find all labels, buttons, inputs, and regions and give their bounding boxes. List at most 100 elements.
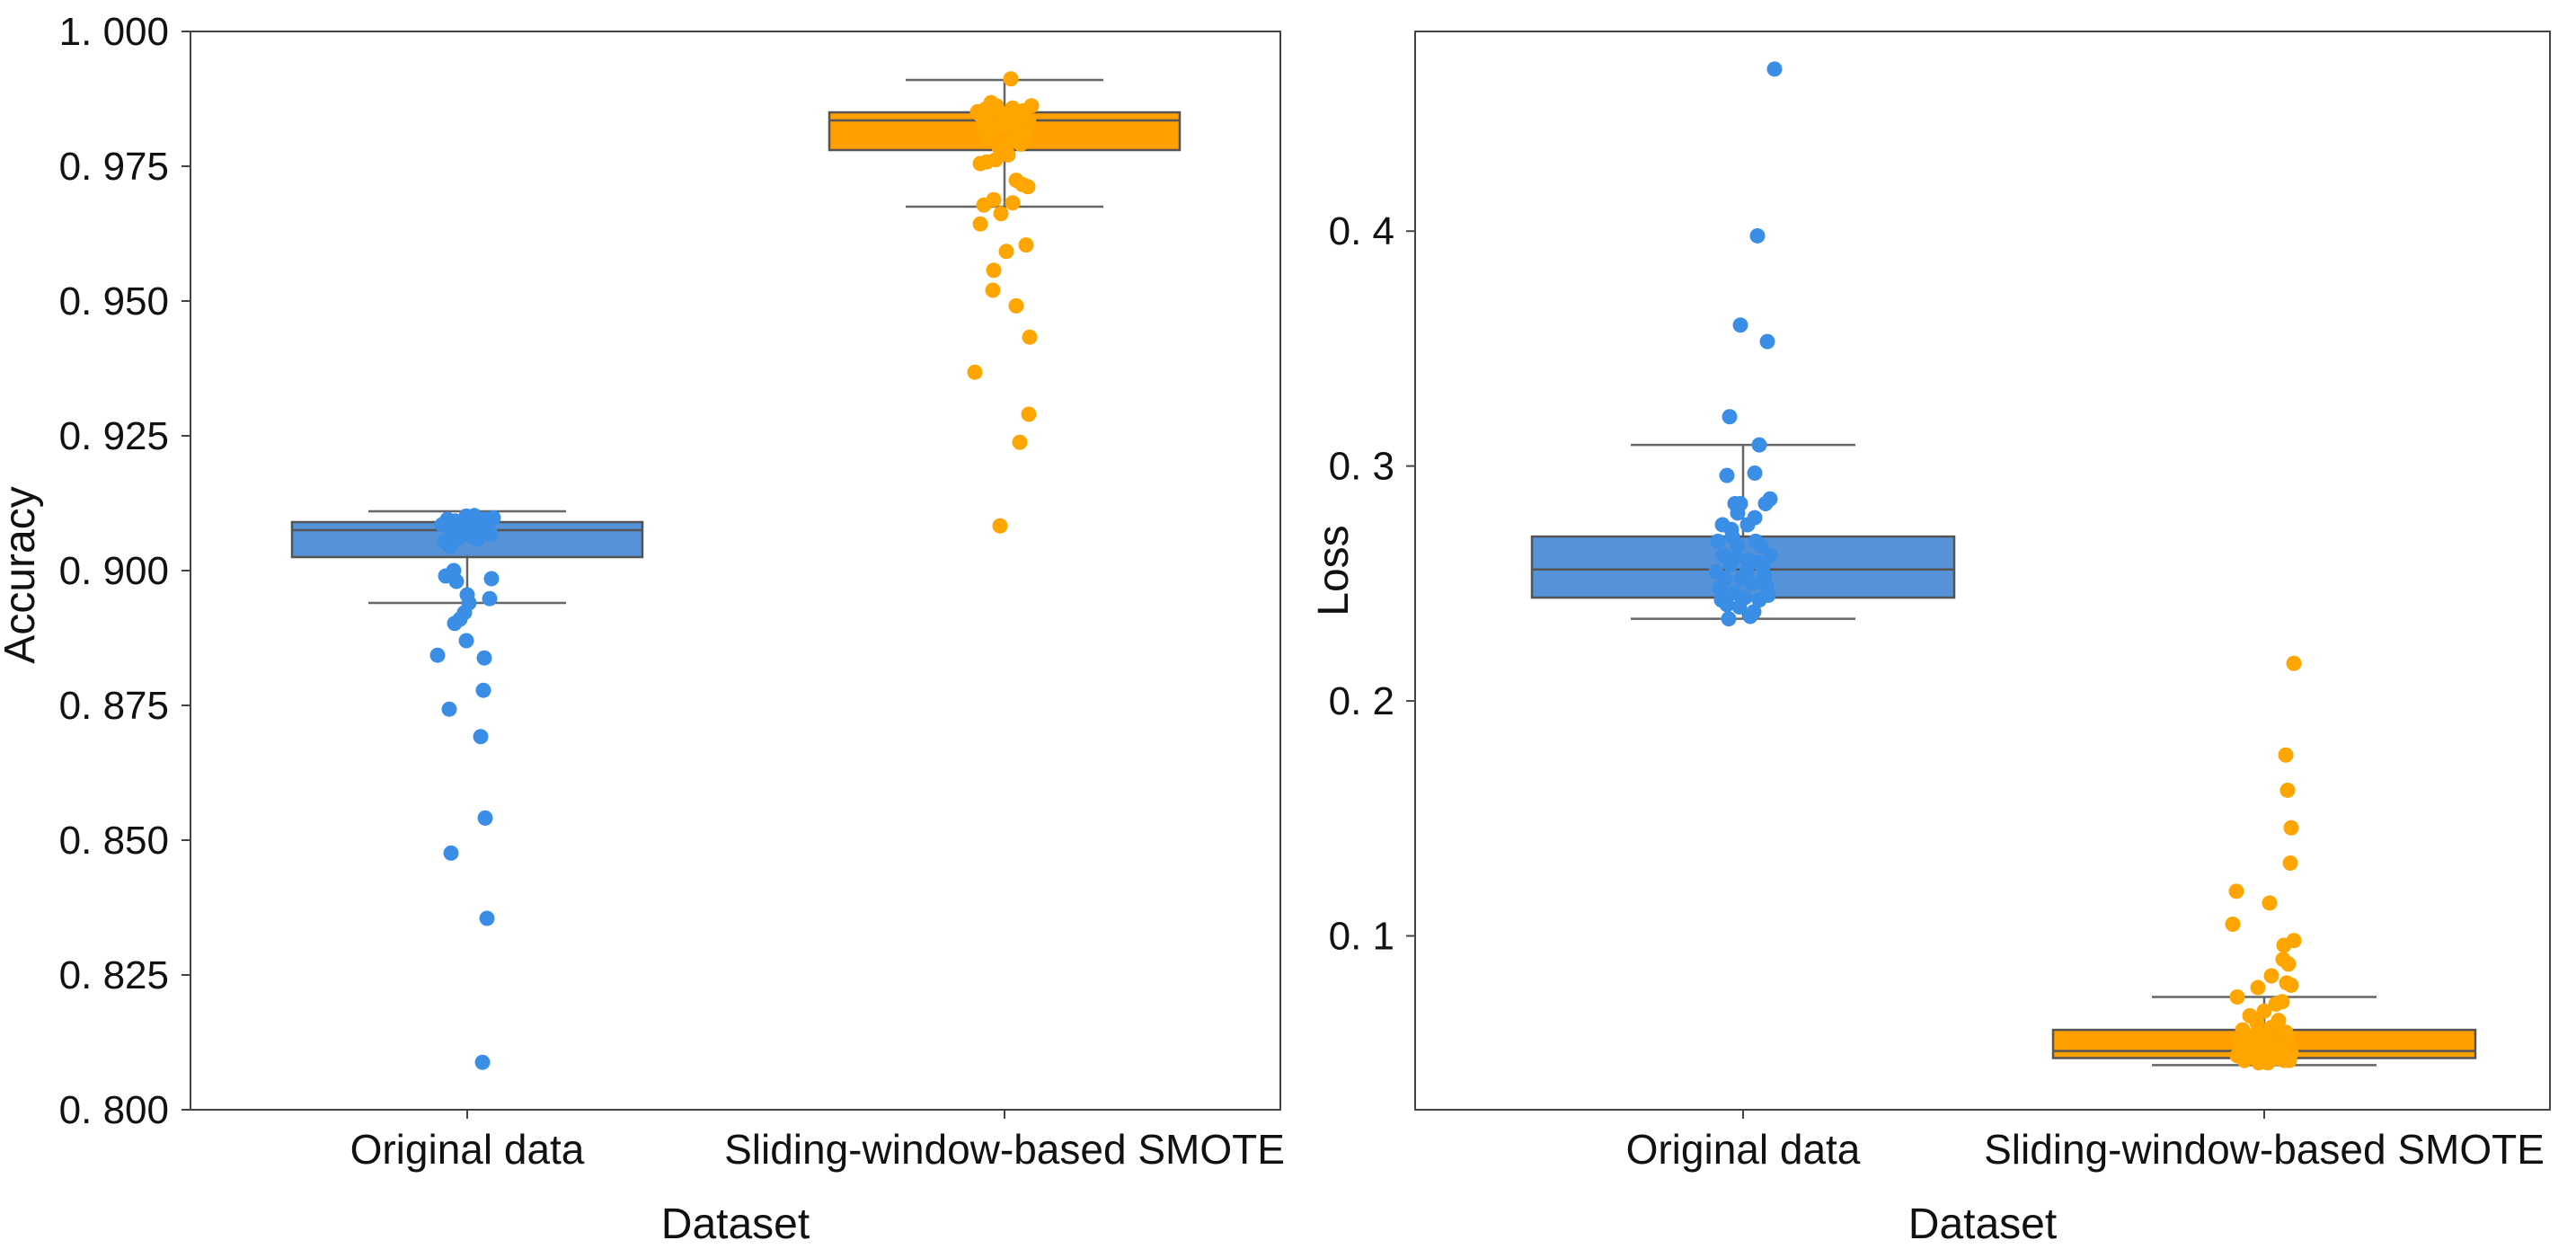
data-point xyxy=(2262,895,2278,911)
data-point xyxy=(1749,554,1766,571)
data-point xyxy=(2275,952,2291,968)
data-point xyxy=(972,216,988,232)
data-point xyxy=(429,647,446,663)
data-point xyxy=(2281,1052,2297,1068)
data-point xyxy=(1022,329,1038,345)
y-tick-label: 0. 3 xyxy=(1329,445,1394,489)
data-point xyxy=(1719,467,1735,483)
data-point xyxy=(1757,569,1773,585)
x-tick-label: Sliding-window-based SMOTE xyxy=(724,1126,1285,1173)
data-point xyxy=(2250,979,2266,996)
data-point xyxy=(2263,968,2279,984)
data-point xyxy=(1023,98,1040,114)
x-axis-title: Dataset xyxy=(1908,1200,2057,1248)
data-point xyxy=(993,206,1009,222)
data-point xyxy=(442,538,458,554)
y-tick-label: 0. 800 xyxy=(59,1088,169,1132)
data-point xyxy=(475,682,491,698)
data-point xyxy=(1732,495,1748,511)
plot-frame xyxy=(190,31,1281,1111)
data-point xyxy=(2253,1026,2269,1042)
y-tick-label: 0. 975 xyxy=(59,145,169,189)
data-point xyxy=(479,910,495,926)
data-point xyxy=(1020,179,1036,195)
data-point xyxy=(2256,1003,2272,1019)
data-point xyxy=(1005,195,1021,211)
data-point xyxy=(482,590,498,607)
y-tick-label: 0. 825 xyxy=(59,953,169,997)
x-axis-title: Dataset xyxy=(661,1200,810,1248)
data-point xyxy=(1749,227,1766,244)
data-point xyxy=(1000,146,1016,163)
data-point xyxy=(1747,509,1763,526)
data-point xyxy=(2279,782,2296,798)
data-point xyxy=(980,130,996,146)
data-point xyxy=(969,103,986,120)
data-point xyxy=(967,364,983,380)
data-point xyxy=(2278,747,2294,763)
data-point xyxy=(480,521,496,537)
data-point xyxy=(1759,333,1775,350)
data-point xyxy=(1742,608,1758,625)
y-axis-title: Loss xyxy=(1310,525,1358,616)
y-tick-label: 0. 4 xyxy=(1329,209,1394,253)
data-point xyxy=(2283,819,2299,836)
data-point xyxy=(2286,655,2302,671)
y-tick-label: 0. 1 xyxy=(1329,915,1394,959)
data-point xyxy=(2228,883,2244,899)
x-tick-label: Original data xyxy=(1626,1126,1861,1173)
data-point xyxy=(1710,533,1726,549)
data-point xyxy=(1713,592,1730,608)
data-point xyxy=(476,650,492,666)
series-1 xyxy=(2051,655,2477,1071)
series-1 xyxy=(828,71,1182,534)
data-point xyxy=(1762,491,1778,507)
data-point xyxy=(2229,989,2245,1006)
data-point xyxy=(976,197,992,213)
data-point xyxy=(1003,71,1019,87)
data-point xyxy=(485,509,501,526)
data-point xyxy=(477,810,493,826)
data-point xyxy=(1732,317,1748,333)
y-tick-label: 0. 875 xyxy=(59,684,169,728)
y-tick-label: 0. 900 xyxy=(59,549,169,593)
data-point xyxy=(1747,465,1763,482)
data-point xyxy=(2271,1013,2287,1029)
data-point xyxy=(1731,599,1748,616)
data-point xyxy=(1717,571,1733,587)
data-point xyxy=(992,518,1008,534)
data-point xyxy=(1021,406,1037,422)
data-point xyxy=(986,262,1002,279)
y-tick-label: 0. 950 xyxy=(59,279,169,323)
data-point xyxy=(2235,1022,2251,1038)
data-point xyxy=(1722,409,1738,425)
data-point xyxy=(1739,563,1755,580)
y-tick-label: 0. 925 xyxy=(59,414,169,458)
data-point xyxy=(1760,587,1776,603)
series-0 xyxy=(1530,61,1956,627)
series-0 xyxy=(290,508,644,1070)
data-point xyxy=(443,845,459,861)
data-point xyxy=(1728,550,1744,566)
data-point xyxy=(2260,1055,2276,1071)
data-point xyxy=(1008,297,1024,314)
data-point xyxy=(2286,933,2302,949)
data-point xyxy=(458,508,474,524)
data-point xyxy=(2283,977,2299,993)
y-tick-label: 0. 850 xyxy=(59,819,169,863)
data-point xyxy=(1744,575,1760,591)
data-point xyxy=(447,616,463,632)
data-point xyxy=(985,282,1001,298)
data-point xyxy=(2282,855,2298,871)
data-point xyxy=(1005,114,1021,130)
accuracy-panel: 1. 000 0. 975 0. 950 0. 925 0. 900 0. 875 0. 8… xyxy=(0,10,1285,1248)
data-point xyxy=(448,573,465,589)
data-point xyxy=(474,1054,491,1070)
loss-panel: 0. 4 0. 3 0. 2 0. 1 Original data Sliding-win… xyxy=(1310,31,2551,1248)
data-point xyxy=(1751,437,1767,453)
data-point xyxy=(483,571,500,587)
y-tick-label: 1. 000 xyxy=(59,10,169,54)
data-point xyxy=(1012,434,1028,450)
data-point xyxy=(2242,1007,2258,1023)
